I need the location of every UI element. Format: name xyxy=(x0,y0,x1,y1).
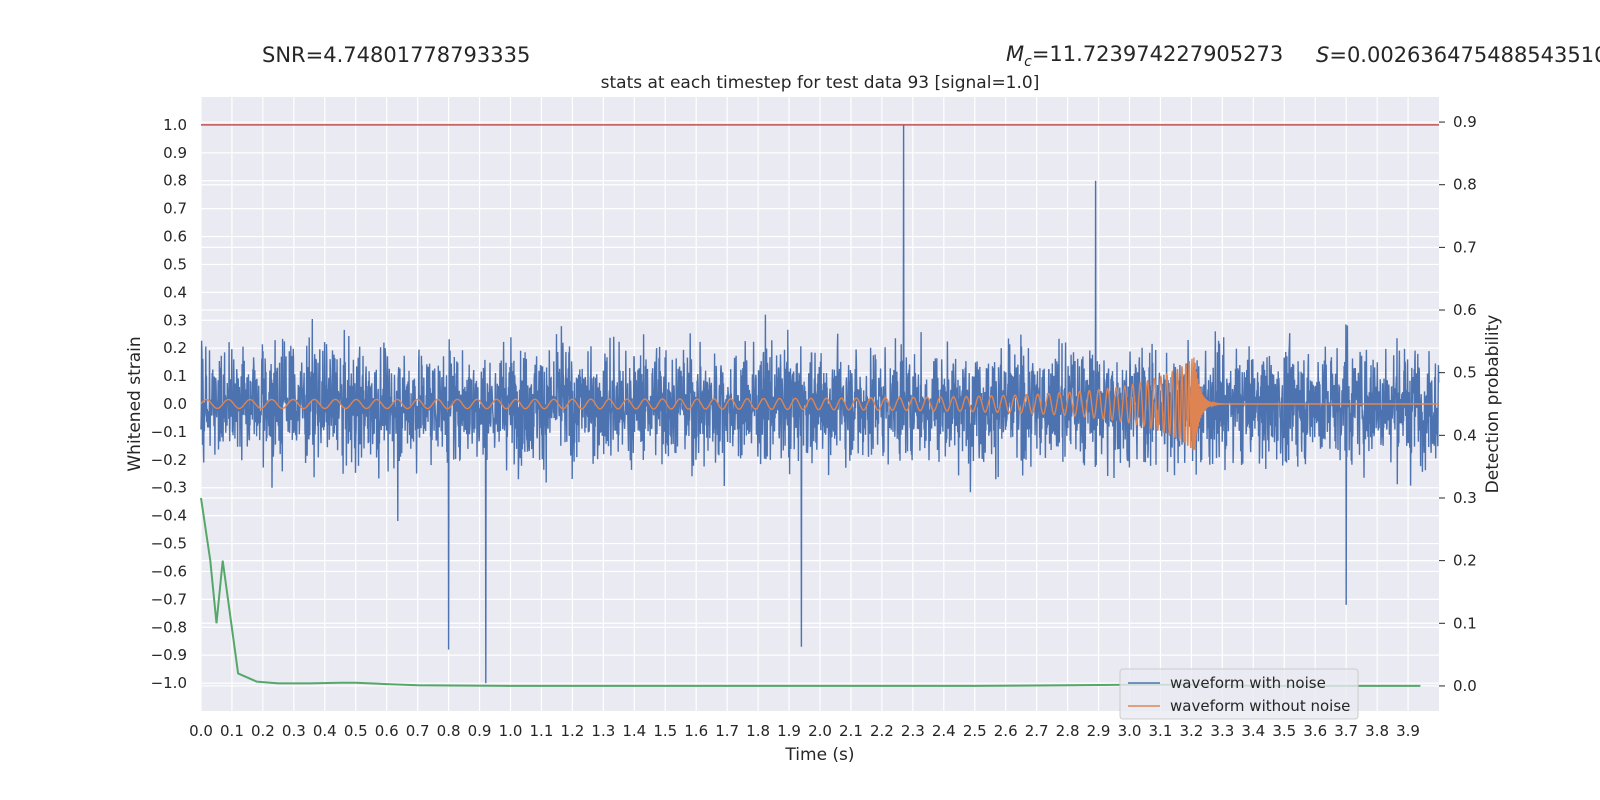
series-waveform-without-noise xyxy=(200,357,1439,451)
right-y-tick-label: 0.8 xyxy=(1453,176,1477,194)
x-tick-label: 0.3 xyxy=(282,722,306,740)
left-y-tick-label: 0.6 xyxy=(163,228,187,246)
x-tick-label: 0.4 xyxy=(313,722,337,740)
x-tick-label: 2.0 xyxy=(808,722,832,740)
left-y-tick-label: −0.1 xyxy=(151,423,187,441)
x-tick-label: 0.2 xyxy=(251,722,275,740)
noise-line xyxy=(200,124,1440,684)
right-y-tick-label: 0.3 xyxy=(1453,489,1477,507)
x-tick-label: 0.5 xyxy=(344,722,368,740)
x-tick-label: 0.1 xyxy=(220,722,244,740)
left-y-tick-label: −0.5 xyxy=(151,535,187,553)
x-tick-label: 3.8 xyxy=(1365,722,1389,740)
x-tick-label: 1.6 xyxy=(684,722,708,740)
x-tick-label: 1.3 xyxy=(591,722,615,740)
x-tick-label: 0.6 xyxy=(375,722,399,740)
x-tick-label: 2.1 xyxy=(839,722,863,740)
chart-title: stats at each timestep for test data 93 … xyxy=(601,73,1040,93)
right-y-axis-ticks: 0.9 0.8 0.7 0.6 0.5 0.4 0.3 0.2 0.1 0.0 xyxy=(1439,113,1477,695)
chirp-mass-label: Mc=11.723974227905273 xyxy=(1006,42,1283,70)
x-tick-label: 3.1 xyxy=(1149,722,1173,740)
x-tick-label: 3.9 xyxy=(1396,722,1420,740)
snr-label: SNR=4.74801778793335 xyxy=(262,43,530,67)
chirp-mass-value: =11.723974227905273 xyxy=(1032,42,1283,66)
left-y-tick-label: −0.9 xyxy=(151,646,187,664)
x-tick-label: 1.5 xyxy=(653,722,677,740)
left-y-tick-label: 0.5 xyxy=(163,255,187,273)
left-y-tick-label: 0.0 xyxy=(163,395,187,413)
legend: waveform with noise waveform without noi… xyxy=(1119,668,1359,720)
left-y-tick-label: 0.1 xyxy=(163,367,187,385)
left-y-axis-label: Whitened strain xyxy=(125,336,145,471)
left-y-tick-label: −0.2 xyxy=(151,451,187,469)
left-y-tick-label: −0.6 xyxy=(151,562,187,580)
chirp-line xyxy=(200,357,1439,451)
x-tick-label: 2.6 xyxy=(994,722,1018,740)
x-tick-label: 2.5 xyxy=(963,722,987,740)
s-label: S=0.002636475488543510 xyxy=(1316,43,1600,67)
x-tick-label: 0.9 xyxy=(468,722,492,740)
s-value: =0.002636475488543510 xyxy=(1329,43,1600,67)
right-y-tick-label: 0.1 xyxy=(1453,614,1477,632)
legend-box xyxy=(1119,668,1359,720)
left-y-tick-label: 0.9 xyxy=(163,144,187,162)
x-axis-label: Time (s) xyxy=(784,745,854,765)
left-y-tick-label: 0.3 xyxy=(163,311,187,329)
left-y-tick-label: 0.2 xyxy=(163,339,187,357)
right-y-tick-label: 0.7 xyxy=(1453,238,1477,256)
x-tick-label: 3.4 xyxy=(1241,722,1265,740)
right-y-tick-label: 0.5 xyxy=(1453,364,1477,382)
left-y-tick-label: 0.8 xyxy=(163,172,187,190)
x-tick-label: 2.7 xyxy=(1025,722,1049,740)
left-y-tick-label: 0.4 xyxy=(163,283,187,301)
right-y-tick-label: 0.2 xyxy=(1453,552,1477,570)
x-tick-label: 1.7 xyxy=(715,722,739,740)
left-y-tick-label: 0.7 xyxy=(163,200,187,218)
x-tick-label: 2.3 xyxy=(901,722,925,740)
legend-entry-noise: waveform with noise xyxy=(1170,674,1326,692)
x-tick-label: 3.5 xyxy=(1272,722,1296,740)
s-symbol: S xyxy=(1316,43,1329,67)
x-tick-label: 0.7 xyxy=(406,722,430,740)
series-waveform-with-noise xyxy=(200,124,1440,684)
left-y-axis-ticks: 1.0 0.9 0.8 0.7 0.6 0.5 0.4 0.3 0.2 0.1 0.0 −0.1 −0.… xyxy=(151,116,187,692)
x-tick-label: 1.1 xyxy=(530,722,554,740)
x-tick-label: 1.8 xyxy=(746,722,770,740)
x-tick-label: 2.9 xyxy=(1087,722,1111,740)
x-tick-label: 2.4 xyxy=(932,722,956,740)
x-tick-label: 3.0 xyxy=(1118,722,1142,740)
chirp-mass-symbol: M xyxy=(1006,42,1024,66)
x-tick-label: 1.4 xyxy=(622,722,646,740)
left-y-tick-label: −0.8 xyxy=(151,618,187,636)
left-y-tick-label: −0.3 xyxy=(151,479,187,497)
x-axis-ticks: 0.0 0.1 0.2 0.3 0.4 0.5 0.6 0.7 0.8 0.9 1.0 1.1 1.2 1… xyxy=(189,722,1420,740)
x-tick-label: 1.2 xyxy=(560,722,584,740)
legend-entry-no-noise: waveform without noise xyxy=(1170,697,1350,715)
right-y-tick-label: 0.9 xyxy=(1453,113,1477,131)
right-y-tick-label: 0.0 xyxy=(1453,677,1477,695)
left-y-tick-label: −0.7 xyxy=(151,590,187,608)
left-y-tick-label: 1.0 xyxy=(163,116,187,134)
right-y-tick-label: 0.6 xyxy=(1453,301,1477,319)
x-tick-label: 2.8 xyxy=(1056,722,1080,740)
x-tick-label: 0.0 xyxy=(189,722,213,740)
x-tick-label: 3.6 xyxy=(1303,722,1327,740)
x-tick-label: 1.9 xyxy=(777,722,801,740)
left-y-tick-label: −0.4 xyxy=(151,507,187,525)
right-y-axis-label: Detection probability xyxy=(1483,315,1503,494)
x-tick-label: 3.3 xyxy=(1210,722,1234,740)
right-y-tick-label: 0.4 xyxy=(1453,426,1477,444)
left-y-tick-label: −1.0 xyxy=(151,674,187,692)
x-tick-label: 3.7 xyxy=(1334,722,1358,740)
x-tick-label: 3.2 xyxy=(1179,722,1203,740)
x-tick-label: 0.8 xyxy=(437,722,461,740)
chirp-mass-subscript: c xyxy=(1024,54,1032,70)
x-tick-label: 1.0 xyxy=(499,722,523,740)
x-tick-label: 2.2 xyxy=(870,722,894,740)
